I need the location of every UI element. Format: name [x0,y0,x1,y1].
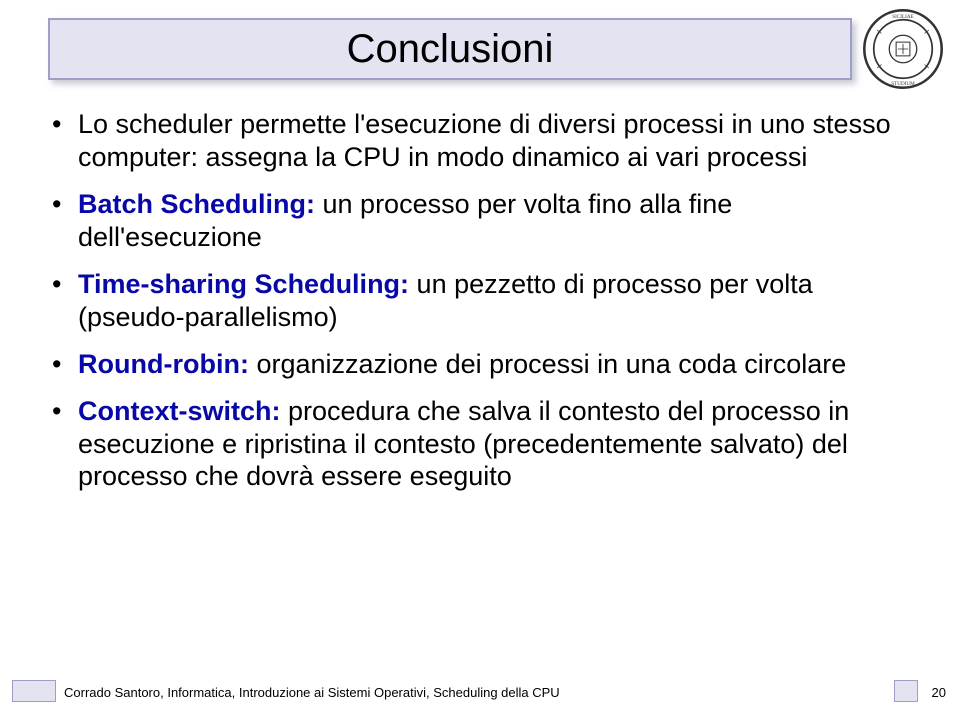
footer-decoration-left [12,680,56,702]
footer-text: Corrado Santoro, Informatica, Introduzio… [64,685,560,700]
term: Round-robin: [78,349,249,379]
bullet-text: organizzazione dei processi in una coda … [249,349,846,379]
list-item: Lo scheduler permette l'esecuzione di di… [48,108,920,174]
bullet-list: Lo scheduler permette l'esecuzione di di… [48,108,920,493]
term: Time-sharing Scheduling: [78,269,409,299]
term: Context-switch: [78,396,281,426]
title-bar: Conclusioni [48,18,852,80]
page-number: 20 [932,685,946,700]
list-item: Context-switch: procedura che salva il c… [48,395,920,494]
svg-text:STUDIUM: STUDIUM [891,81,915,87]
bullet-text: Lo scheduler permette l'esecuzione di di… [78,109,891,172]
list-item: Batch Scheduling: un processo per volta … [48,188,920,254]
university-seal-icon: SICILIAE STUDIUM [860,6,946,92]
slide-content: Lo scheduler permette l'esecuzione di di… [48,108,920,668]
slide-title: Conclusioni [347,27,554,72]
svg-text:SICILIAE: SICILIAE [892,14,913,20]
footer-decoration-right [894,680,918,702]
term: Batch Scheduling: [78,189,315,219]
list-item: Time-sharing Scheduling: un pezzetto di … [48,268,920,334]
list-item: Round-robin: organizzazione dei processi… [48,348,920,381]
